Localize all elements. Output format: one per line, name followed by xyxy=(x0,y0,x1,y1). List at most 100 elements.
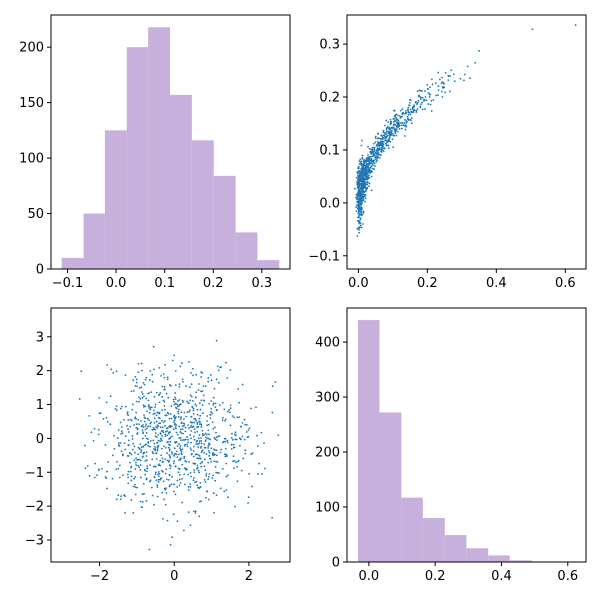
scatter-point xyxy=(388,136,391,138)
scatter-point xyxy=(361,182,364,185)
scatter-point xyxy=(152,413,155,416)
scatter-point xyxy=(443,83,445,85)
scatter-point xyxy=(397,119,399,121)
scatter-point xyxy=(193,469,195,471)
scatter-point xyxy=(368,160,371,162)
scatter-point xyxy=(364,186,366,189)
scatter-point xyxy=(129,470,132,473)
scatter-point xyxy=(167,396,170,399)
scatter-point xyxy=(202,434,204,437)
scatter-point xyxy=(106,364,109,366)
x-tick-label: 0.1 xyxy=(154,276,175,291)
scatter-point xyxy=(373,159,375,162)
scatter-point xyxy=(142,482,145,485)
scatter-point xyxy=(194,510,197,513)
scatter-point xyxy=(180,416,182,419)
scatter-point xyxy=(154,428,157,431)
scatter-point xyxy=(418,94,421,97)
scatter-point xyxy=(164,420,166,422)
scatter-point xyxy=(124,495,127,498)
scatter-point xyxy=(164,446,167,449)
scatter-point xyxy=(144,405,147,408)
scatter-point xyxy=(231,415,234,417)
scatter-point xyxy=(141,393,144,395)
scatter-point xyxy=(148,419,151,422)
scatter-point xyxy=(177,471,180,474)
scatter-point xyxy=(250,453,253,456)
scatter-point xyxy=(127,428,129,430)
scatter-point xyxy=(386,140,389,143)
scatter-point xyxy=(109,423,112,426)
scatter-point xyxy=(199,421,201,424)
scatter-point xyxy=(435,94,438,97)
scatter-point xyxy=(86,465,89,467)
scatter-point xyxy=(144,434,147,437)
scatter-point xyxy=(213,511,215,514)
scatter-point xyxy=(178,404,181,407)
scatter-point xyxy=(238,416,241,419)
scatter-point xyxy=(182,439,184,442)
scatter-point xyxy=(142,424,144,426)
scatter-point xyxy=(194,481,196,484)
scatter-point xyxy=(88,475,91,477)
scatter-point xyxy=(178,425,181,428)
scatter-point xyxy=(247,429,250,432)
scatter-point xyxy=(166,378,169,381)
scatter-point xyxy=(155,479,158,482)
scatter-point xyxy=(135,381,138,384)
scatter-point xyxy=(145,477,148,480)
scatter-point xyxy=(180,411,183,414)
scatter-point xyxy=(157,470,160,473)
scatter-point xyxy=(170,405,173,407)
scatter-point xyxy=(447,74,450,77)
scatter-point xyxy=(179,447,181,449)
scatter-point xyxy=(104,444,107,446)
scatter-point xyxy=(362,199,365,202)
scatter-point xyxy=(377,155,380,158)
scatter-point xyxy=(130,453,133,456)
scatter-point xyxy=(215,460,217,463)
scatter-point xyxy=(213,387,216,390)
scatter-point xyxy=(177,467,180,470)
scatter-point xyxy=(184,438,187,441)
scatter-point xyxy=(379,153,382,156)
scatter-point xyxy=(197,437,200,440)
scatter-point xyxy=(168,459,171,462)
scatter-point xyxy=(178,474,181,476)
scatter-point xyxy=(187,441,190,444)
scatter-point xyxy=(173,455,175,457)
scatter-point xyxy=(146,438,149,440)
scatter-point xyxy=(140,446,143,449)
scatter-point xyxy=(375,144,378,147)
y-tick-label: 200 xyxy=(315,446,340,461)
scatter-point xyxy=(192,435,195,438)
scatter-point xyxy=(403,135,406,137)
scatter-point xyxy=(142,381,145,384)
scatter-point xyxy=(374,141,377,144)
scatter-point xyxy=(373,148,376,151)
scatter-point xyxy=(172,462,175,465)
scatter-point xyxy=(387,147,390,150)
scatter-point xyxy=(88,414,91,417)
scatter-point xyxy=(176,433,179,436)
scatter-point xyxy=(199,457,202,460)
scatter-point xyxy=(116,460,118,463)
scatter-point xyxy=(364,167,367,170)
scatter-point xyxy=(378,157,381,159)
scatter-point xyxy=(274,381,277,384)
scatter-point xyxy=(207,445,210,447)
scatter-point xyxy=(362,189,364,191)
scatter-point xyxy=(377,133,379,135)
scatter-point xyxy=(416,90,419,93)
scatter-point xyxy=(159,459,162,462)
scatter-point xyxy=(397,123,400,126)
scatter-point xyxy=(271,385,274,388)
scatter-point xyxy=(372,154,375,157)
scatter-point xyxy=(365,189,367,192)
scatter-point xyxy=(173,419,176,422)
scatter-point xyxy=(163,405,166,407)
scatter-point xyxy=(271,411,274,414)
scatter-point xyxy=(367,174,370,177)
scatter-point xyxy=(380,148,383,151)
scatter-point xyxy=(170,417,173,420)
